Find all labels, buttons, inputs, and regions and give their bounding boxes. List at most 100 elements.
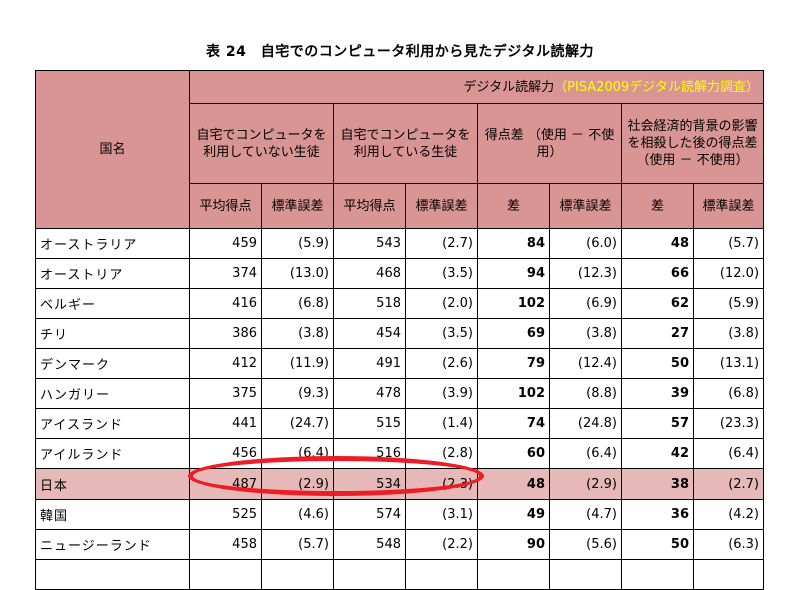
adjusted-diff: 66	[621, 257, 694, 289]
country-name: チリ	[35, 317, 190, 350]
subheader-diff: 差	[477, 183, 550, 229]
subheader-avg: 平均得点	[333, 183, 406, 229]
subheader-diff: 差	[621, 183, 694, 229]
avg-score-using: 491	[333, 348, 406, 380]
se-adjusted-diff: (2.7)	[692, 468, 765, 500]
score-diff	[477, 558, 550, 590]
table-row: アイルランド 456 (6.4) 516 (2.8) 60 (6.4) 42 (6.4)	[35, 438, 765, 470]
se-adjusted-diff: (5.9)	[692, 287, 765, 319]
avg-score-not-using: 487	[189, 468, 262, 500]
table-row: ベルギー 416 (6.8) 518 (2.0) 102 (6.9) 62 (5.9)	[35, 287, 765, 319]
country-name: アイルランド	[35, 438, 190, 470]
se-not-using: (24.7)	[261, 408, 334, 440]
col-header-not-using: 自宅でコンピュータを利用していない生徒	[189, 103, 334, 185]
se-using: (3.5)	[405, 257, 478, 289]
se-using: (3.9)	[405, 378, 478, 410]
avg-score-not-using: 412	[189, 348, 262, 380]
se-diff: (8.8)	[549, 378, 622, 410]
table-row: チリ 386 (3.8) 454 (3.5) 69 (3.8) 27 (3.8)	[35, 317, 765, 350]
subheader-avg: 平均得点	[189, 183, 262, 229]
se-using: (3.5)	[405, 317, 478, 350]
adjusted-diff: 57	[621, 408, 694, 440]
adjusted-diff: 50	[621, 528, 694, 560]
se-not-using: (13.0)	[261, 257, 334, 289]
avg-score-not-using: 416	[189, 287, 262, 319]
country-name: デンマーク	[35, 348, 190, 380]
table-row: アイスランド 441 (24.7) 515 (1.4) 74 (24.8) 57 (23.3)	[35, 408, 765, 440]
se-not-using: (5.9)	[261, 227, 334, 259]
table-row: 日本 487 (2.9) 534 (2.3) 48 (2.9) 38 (2.7)	[35, 468, 765, 500]
avg-score-not-using: 441	[189, 408, 262, 440]
avg-score-using: 515	[333, 408, 406, 440]
se-adjusted-diff: (5.7)	[692, 227, 765, 259]
score-diff: 49	[477, 498, 550, 530]
adjusted-diff: 27	[621, 317, 694, 350]
avg-score-using: 478	[333, 378, 406, 410]
score-diff: 69	[477, 317, 550, 350]
se-not-using: (11.9)	[261, 348, 334, 380]
se-diff: (12.3)	[549, 257, 622, 289]
se-adjusted-diff: (23.3)	[692, 408, 765, 440]
country-name: 日本	[35, 468, 190, 500]
avg-score-using	[333, 558, 406, 590]
se-adjusted-diff: (4.2)	[692, 498, 765, 530]
avg-score-using: 548	[333, 528, 406, 560]
se-not-using: (6.8)	[261, 287, 334, 319]
se-diff	[549, 558, 622, 590]
avg-score-not-using: 386	[189, 317, 262, 350]
se-diff: (6.0)	[549, 227, 622, 259]
avg-score-not-using: 458	[189, 528, 262, 560]
se-adjusted-diff: (6.4)	[692, 438, 765, 470]
se-using: (2.2)	[405, 528, 478, 560]
se-using: (1.4)	[405, 408, 478, 440]
se-not-using: (4.6)	[261, 498, 334, 530]
se-adjusted-diff: (6.3)	[692, 528, 765, 560]
se-not-using: (3.8)	[261, 317, 334, 350]
digital-reading-label: デジタル読解力	[463, 79, 555, 95]
adjusted-diff: 42	[621, 438, 694, 470]
table-row: 韓国 525 (4.6) 574 (3.1) 49 (4.7) 36 (4.2)	[35, 498, 765, 530]
se-using: (2.6)	[405, 348, 478, 380]
score-diff: 84	[477, 227, 550, 259]
col-header-using: 自宅でコンピュータを利用している生徒	[333, 103, 478, 185]
subheader-se: 標準誤差	[692, 183, 765, 229]
avg-score-using: 516	[333, 438, 406, 470]
table-row	[35, 558, 765, 590]
country-name: オーストラリア	[35, 227, 190, 259]
avg-score-using: 574	[333, 498, 406, 530]
score-diff: 102	[477, 378, 550, 410]
col-header-adjusted-diff: 社会経済的背景の影響を相殺した後の得点差 （使用 － 不使用）	[620, 103, 765, 185]
se-using	[405, 558, 478, 590]
table-row: オーストラリア 459 (5.9) 543 (2.7) 84 (6.0) 48 (5.7)	[35, 227, 765, 259]
avg-score-using: 454	[333, 317, 406, 350]
adjusted-diff: 38	[621, 468, 694, 500]
se-diff: (6.4)	[549, 438, 622, 470]
col-header-country: 国名	[35, 70, 190, 229]
avg-score-using: 543	[333, 227, 406, 259]
avg-score-not-using: 459	[189, 227, 262, 259]
adjusted-diff: 48	[621, 227, 694, 259]
table-row: オーストリア 374 (13.0) 468 (3.5) 94 (12.3) 66 (12.0)	[35, 257, 765, 289]
se-diff: (24.8)	[549, 408, 622, 440]
se-adjusted-diff: (13.1)	[692, 348, 765, 380]
se-diff: (6.9)	[549, 287, 622, 319]
col-header-digital-reading: デジタル読解力（PISA2009デジタル読解力調査）	[188, 69, 765, 105]
adjusted-diff: 39	[621, 378, 694, 410]
table-row: ニュージーランド 458 (5.7) 548 (2.2) 90 (5.6) 50 (6.3)	[35, 528, 765, 560]
se-not-using: (5.7)	[261, 528, 334, 560]
se-adjusted-diff: (12.0)	[692, 257, 765, 289]
score-diff: 60	[477, 438, 550, 470]
avg-score-using: 518	[333, 287, 406, 319]
se-diff: (4.7)	[549, 498, 622, 530]
table-row: デンマーク 412 (11.9) 491 (2.6) 79 (12.4) 50 (13.1)	[35, 348, 765, 380]
country-name: ベルギー	[35, 287, 190, 319]
country-name: ニュージーランド	[35, 528, 190, 560]
score-diff: 90	[477, 528, 550, 560]
se-adjusted-diff: (6.8)	[692, 378, 765, 410]
se-not-using: (6.4)	[261, 438, 334, 470]
col-header-score-diff: 得点差 （使用 － 不使用）	[477, 103, 622, 185]
adjusted-diff: 62	[621, 287, 694, 319]
adjusted-diff	[621, 558, 694, 590]
adjusted-diff: 36	[621, 498, 694, 530]
score-diff: 79	[477, 348, 550, 380]
